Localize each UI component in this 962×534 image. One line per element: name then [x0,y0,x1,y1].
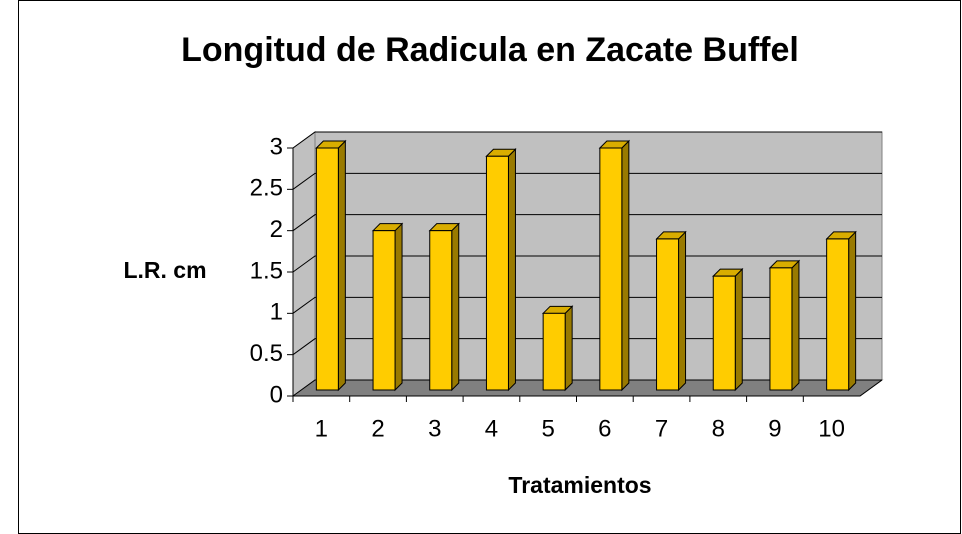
grid-line [292,172,882,190]
bar [656,238,680,391]
bar [542,312,566,391]
x-tick-label: 8 [712,415,725,442]
bar [826,238,850,391]
y-axis-title: L.R. cm [123,257,206,283]
y-tick-label: 2.5 [250,175,283,202]
bar-side [507,148,516,392]
y-tick-label: 0 [270,381,283,408]
bar-side [678,230,687,392]
x-axis [293,379,883,397]
grid-line [292,255,882,273]
bar [485,155,509,391]
bar-side [621,139,630,392]
y-tick-label: 2 [270,216,283,243]
bar-side [564,305,573,392]
x-tick-label: 5 [541,415,554,442]
chart-title: Longitud de Radicula en Zacate Buffel [181,31,799,69]
x-tick-label: 4 [485,415,498,442]
bar-side [394,222,403,392]
bar [372,230,396,391]
bar-side [451,222,460,392]
grid-line [292,338,882,356]
y-tick-label: 3 [270,133,283,160]
x-tick-label: 3 [428,415,441,442]
bar [599,147,623,391]
x-tick-label: 6 [598,415,611,442]
x-tick-label: 1 [315,415,328,442]
x-tick-label: 9 [768,415,781,442]
x-tick-label: 10 [818,415,845,442]
bar [429,230,453,391]
y-tick-label: 1 [270,299,283,326]
bar-side [848,230,857,392]
bar [315,147,339,391]
grid-line [292,214,882,232]
grid-line [292,379,882,397]
x-tick-label: 2 [371,415,384,442]
x-axis-title: Tratamientos [508,472,651,498]
grid-line [292,131,882,149]
bar-side [337,139,346,392]
bar-side [791,259,800,392]
bar-side [734,267,743,392]
x-tick-label: 7 [655,415,668,442]
bar [712,275,736,391]
y-tick-label: 1.5 [250,257,283,284]
bar [769,267,793,391]
y-tick-label: 0.5 [250,340,283,367]
grid-line [292,296,882,314]
